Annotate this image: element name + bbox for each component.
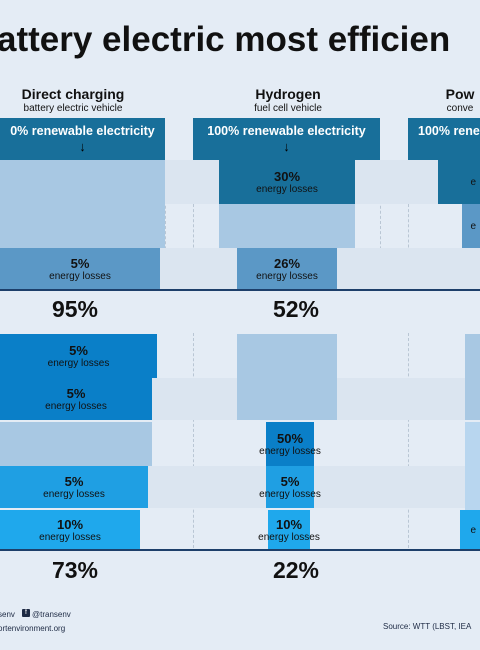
source-label: 0% renewable electricity xyxy=(10,124,155,138)
energy-bar xyxy=(465,422,480,510)
column-title: Pow xyxy=(445,86,475,102)
energy-bar: 10% energy losses xyxy=(258,510,320,550)
source-bar-power: 100% rene xyxy=(408,118,480,160)
twitter-handle[interactable]: senv xyxy=(0,610,15,619)
energy-bar: 5% energy losses xyxy=(0,378,152,420)
energy-bar: 5% energy losses xyxy=(0,334,157,378)
divider xyxy=(408,333,409,548)
energy-bar: e xyxy=(460,510,480,550)
source-label: 100% renewable electricity xyxy=(207,124,366,138)
source-bar-hydrogen: 100% renewable electricity ↓ xyxy=(193,118,380,160)
source-note: Source: WTT (LBST, IEA xyxy=(383,622,472,631)
column-title: Direct charging xyxy=(21,86,125,102)
column-subtitle: conve xyxy=(446,103,474,114)
energy-bar xyxy=(219,204,355,248)
efficiency-result: 22% xyxy=(272,557,320,583)
column-heading-direct: Direct charging battery electric vehicle xyxy=(0,86,168,114)
energy-bar: e xyxy=(438,160,480,204)
down-arrow-icon: ↓ xyxy=(283,139,290,154)
facebook-icon: f xyxy=(22,609,30,617)
energy-bar: 5% energy losses xyxy=(0,466,148,508)
energy-bar: 5% energy losses xyxy=(259,466,321,508)
energy-bar: 5% energy losses xyxy=(0,248,160,290)
website-link[interactable]: ortenvironment.org xyxy=(0,624,66,633)
energy-bar: 26% energy losses xyxy=(237,248,337,290)
page-title: attery electric most efficien xyxy=(0,20,451,59)
energy-bar xyxy=(465,334,480,420)
column-heading-power: Pow conve xyxy=(400,86,480,114)
efficiency-result: 95% xyxy=(51,296,99,322)
column-heading-hydrogen: Hydrogen fuel cell vehicle xyxy=(193,86,383,114)
divider xyxy=(380,160,381,290)
divider xyxy=(165,160,166,290)
energy-bar xyxy=(0,160,165,204)
column-subtitle: fuel cell vehicle xyxy=(254,103,322,114)
separator-line xyxy=(0,549,480,551)
energy-bar xyxy=(237,334,337,378)
divider xyxy=(193,333,194,548)
source-label: 100% rene xyxy=(418,124,480,138)
energy-bar xyxy=(0,422,152,466)
efficiency-result: 52% xyxy=(272,296,320,322)
energy-bar xyxy=(237,378,337,420)
column-title: Hydrogen xyxy=(255,86,321,102)
separator-line xyxy=(0,289,480,291)
facebook-handle[interactable]: @transenv xyxy=(32,610,71,619)
source-bar-direct: 0% renewable electricity ↓ xyxy=(0,118,165,160)
column-subtitle: battery electric vehicle xyxy=(23,103,123,114)
down-arrow-icon: ↓ xyxy=(79,139,86,154)
energy-bar xyxy=(0,204,165,248)
energy-bar: 50% energy losses xyxy=(259,422,321,466)
energy-bar: e xyxy=(462,204,480,248)
efficiency-result: 73% xyxy=(51,557,99,583)
energy-bar: 10% energy losses xyxy=(0,510,140,550)
energy-bar: 30% energy losses xyxy=(219,160,355,204)
